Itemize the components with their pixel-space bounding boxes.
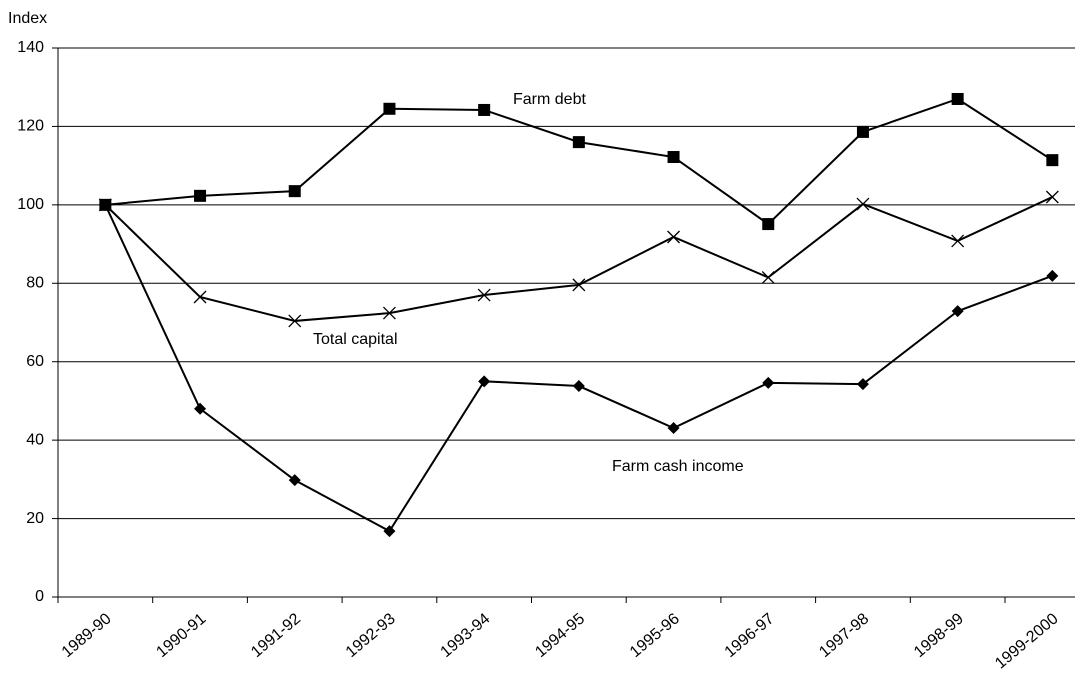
marker: [856, 197, 870, 211]
x-tick-label: 1998-99: [911, 610, 967, 661]
marker: [856, 378, 869, 391]
marker: [572, 136, 585, 149]
marker: [194, 402, 207, 415]
x-tick-label: 1993-94: [438, 610, 494, 661]
series-label: Farm debt: [513, 91, 586, 108]
marker: [667, 421, 680, 434]
marker: [383, 525, 396, 538]
marker: [667, 151, 680, 164]
marker: [477, 288, 491, 302]
marker: [951, 234, 965, 248]
marker: [1045, 190, 1059, 204]
x-tick-label: 1989-90: [59, 610, 115, 661]
series-label: Farm cash income: [612, 458, 744, 475]
marker: [572, 380, 585, 393]
y-tick-label: 100: [17, 196, 44, 213]
marker: [1046, 154, 1059, 167]
y-tick-label: 120: [17, 118, 44, 135]
y-tick-label: 80: [26, 275, 44, 292]
x-tick-label: 1990-91: [153, 610, 209, 661]
x-tick-label: 1996-97: [722, 610, 778, 661]
marker: [1046, 269, 1059, 282]
marker: [193, 290, 207, 304]
y-tick-label: 20: [26, 510, 44, 527]
series-label: Total capital: [313, 331, 398, 348]
marker: [951, 305, 964, 318]
x-tick-label: 1997-98: [816, 610, 872, 661]
x-tick-label: 1995-96: [627, 610, 683, 661]
y-tick-label: 40: [26, 431, 44, 448]
marker: [382, 306, 396, 320]
y-tick-label: 140: [17, 39, 44, 56]
x-tick-label: 1992-93: [343, 610, 399, 661]
marker: [194, 189, 207, 202]
marker: [762, 218, 775, 231]
series: [99, 198, 1059, 538]
line: [104, 204, 1053, 533]
series: [98, 190, 1059, 328]
y-tick-label: 0: [35, 588, 44, 605]
y-axis-label: Index: [8, 10, 47, 27]
marker: [856, 125, 869, 138]
x-tick-label: 1999-2000: [992, 610, 1062, 672]
marker: [478, 103, 491, 116]
marker: [761, 270, 775, 284]
y-tick-label: 60: [26, 353, 44, 370]
marker: [951, 92, 964, 105]
x-tick-label: 1991-92: [248, 610, 304, 661]
marker: [288, 185, 301, 198]
marker: [383, 102, 396, 115]
line: [104, 196, 1053, 322]
marker: [762, 376, 775, 389]
marker: [288, 314, 302, 328]
marker: [667, 230, 681, 244]
x-tick-label: 1994-95: [532, 610, 588, 661]
marker: [572, 278, 586, 292]
marker: [99, 198, 112, 211]
series: [99, 92, 1059, 231]
marker: [288, 474, 301, 487]
marker: [478, 375, 491, 388]
